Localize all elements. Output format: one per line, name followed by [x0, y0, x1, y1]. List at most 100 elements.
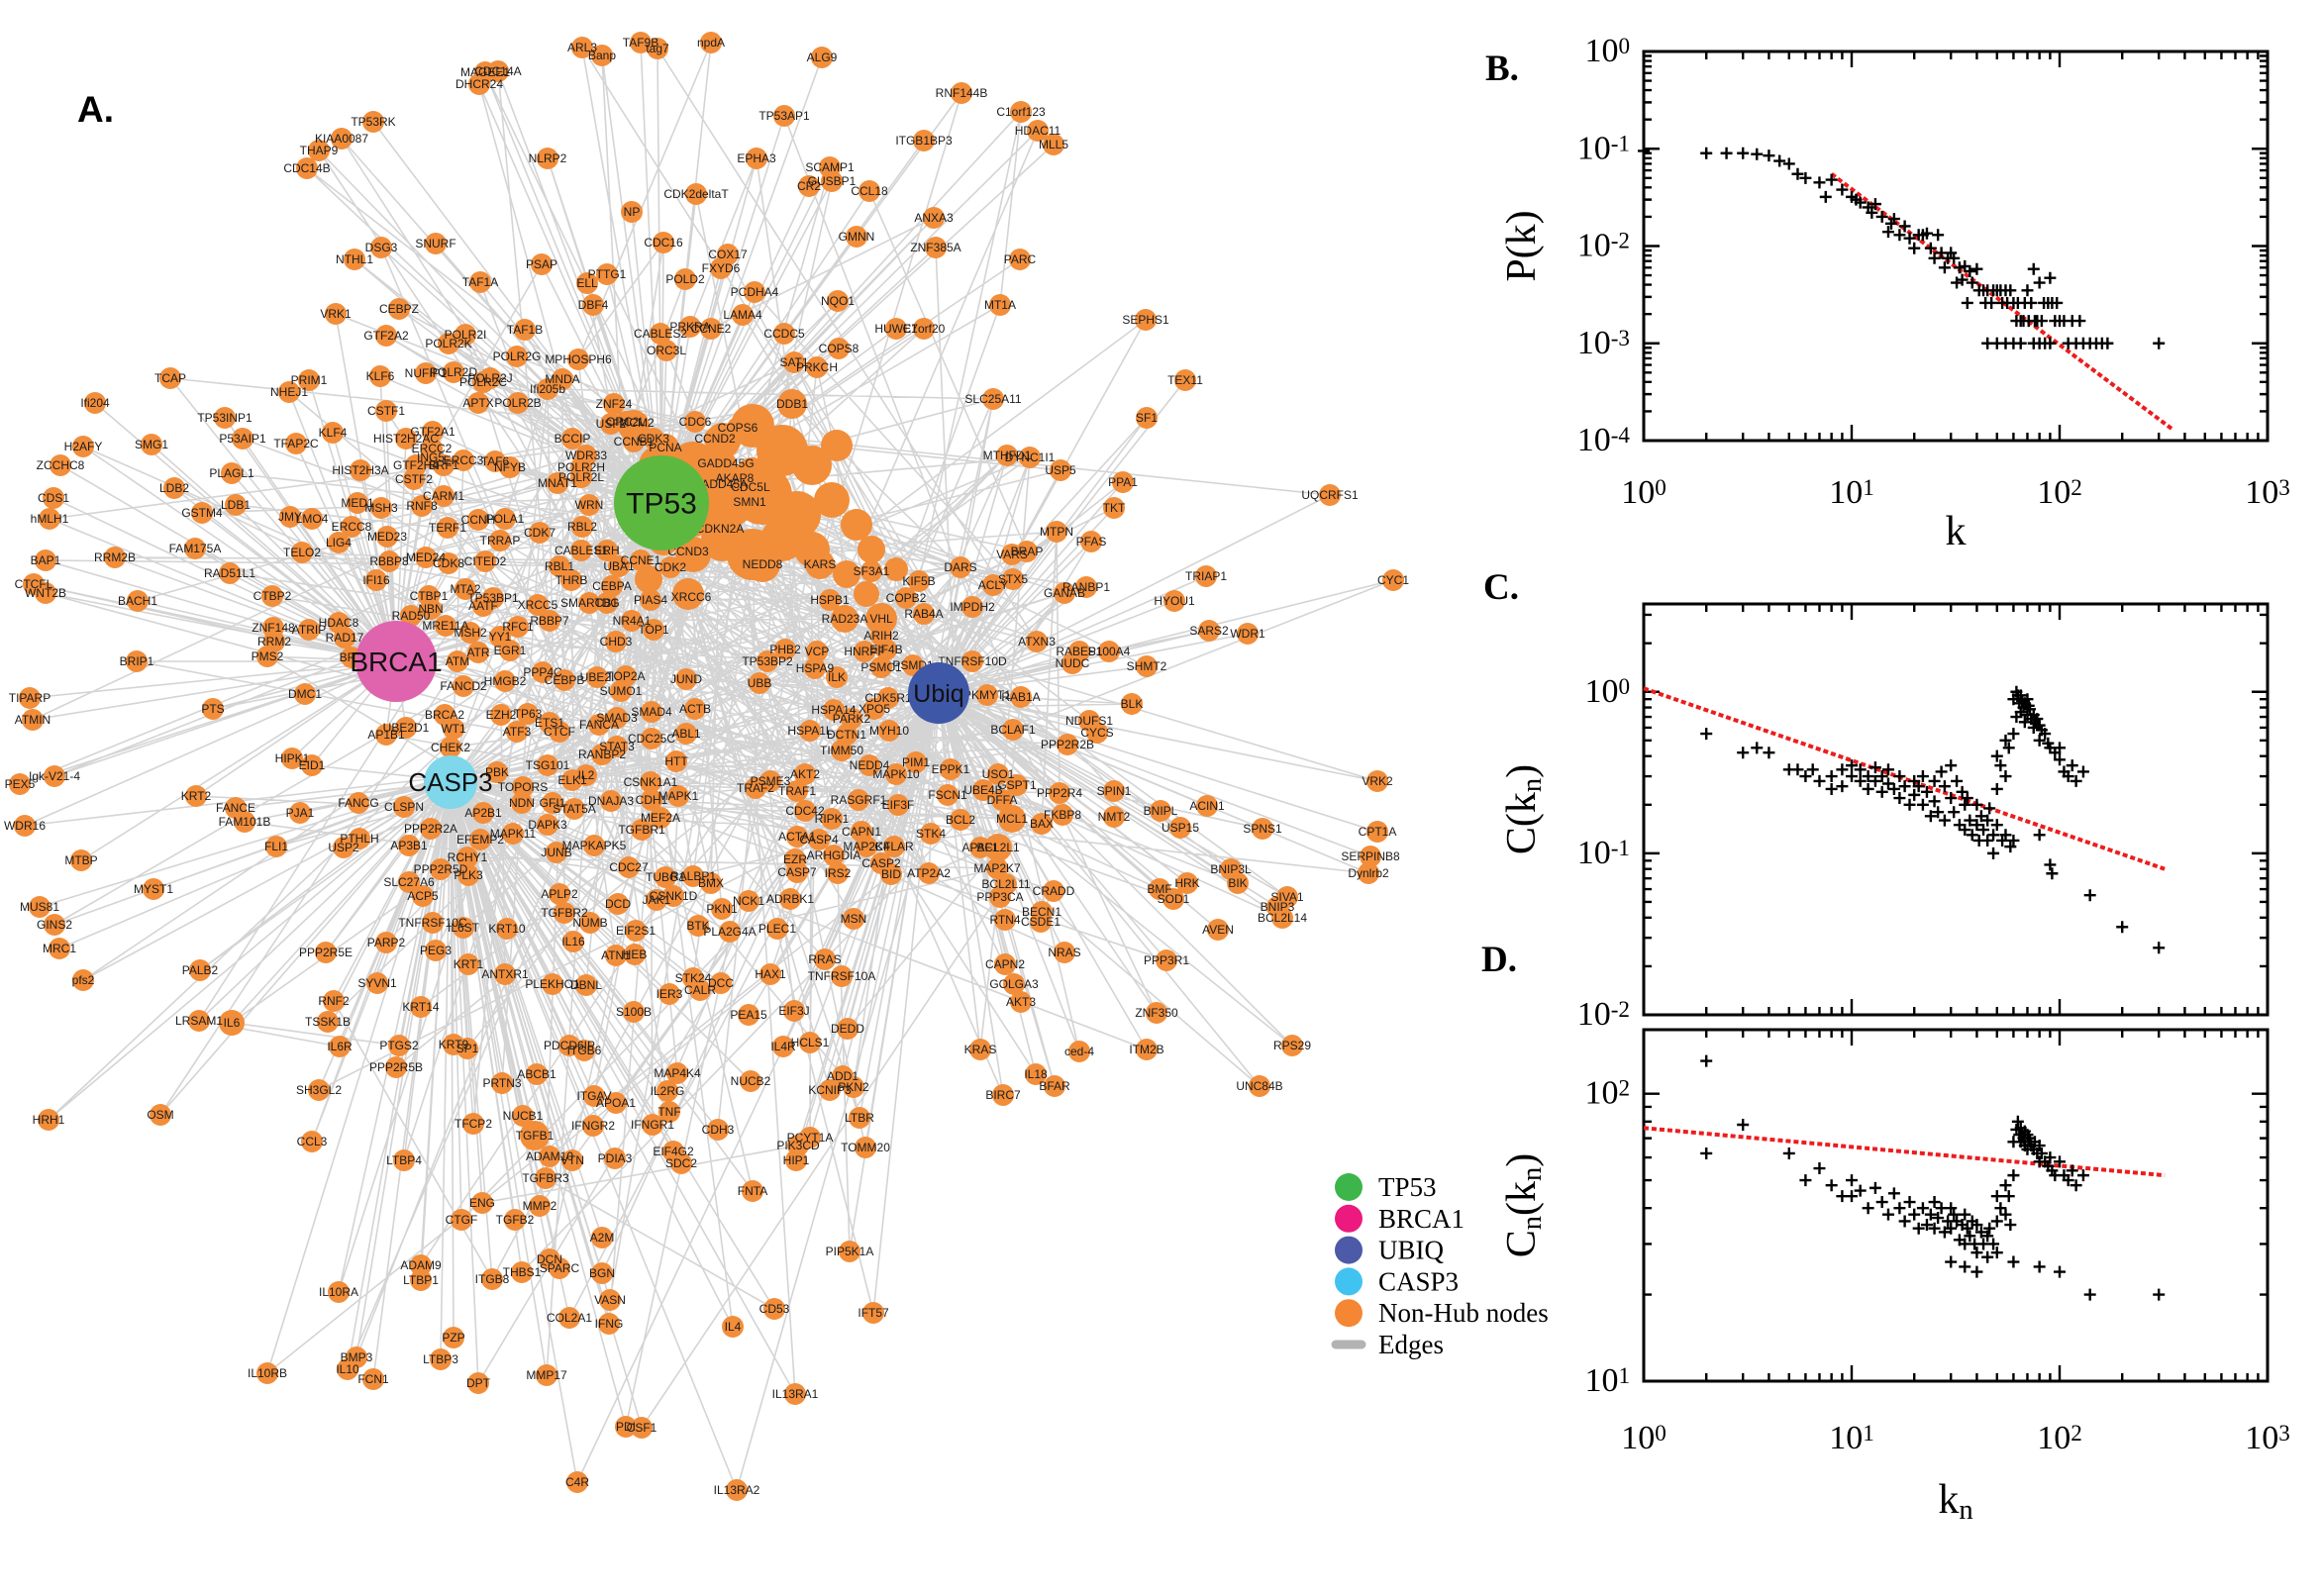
network-node[interactable] [685, 183, 707, 205]
network-node[interactable] [843, 908, 864, 930]
network-node[interactable] [104, 547, 126, 568]
network-node[interactable] [512, 776, 534, 798]
network-node[interactable] [457, 864, 479, 886]
network-node[interactable] [913, 130, 935, 151]
network-node[interactable] [341, 516, 362, 538]
network-node[interactable] [895, 587, 917, 609]
network-node[interactable] [490, 704, 512, 726]
network-node[interactable] [808, 829, 830, 850]
network-node[interactable] [467, 1372, 489, 1394]
network-node[interactable] [799, 720, 821, 742]
network-node[interactable] [453, 449, 474, 471]
network-node[interactable] [763, 1298, 785, 1320]
network-node[interactable] [865, 603, 897, 635]
network-node[interactable] [410, 996, 432, 1018]
network-node[interactable] [804, 657, 826, 679]
network-node[interactable] [486, 761, 508, 783]
network-node[interactable] [9, 773, 31, 795]
network-node[interactable] [38, 1109, 59, 1131]
network-node[interactable] [44, 765, 65, 787]
network-node[interactable] [535, 1167, 556, 1189]
network-node[interactable] [456, 1038, 478, 1059]
network-node[interactable] [659, 556, 681, 578]
network-node[interactable] [301, 1131, 323, 1152]
network-node[interactable] [278, 381, 300, 403]
network-node[interactable] [547, 472, 568, 494]
network-node[interactable] [512, 1105, 534, 1127]
network-node[interactable] [536, 1364, 557, 1386]
network-node[interactable] [700, 32, 722, 53]
network-node[interactable] [575, 764, 597, 786]
network-node[interactable] [821, 430, 853, 461]
network-node[interactable] [365, 569, 387, 591]
network-node[interactable] [996, 445, 1018, 466]
network-node[interactable] [860, 560, 882, 582]
network-node[interactable] [710, 972, 732, 994]
network-node[interactable] [511, 792, 533, 814]
network-node[interactable] [317, 1011, 339, 1033]
network-node[interactable] [571, 37, 593, 58]
network-node[interactable] [682, 865, 704, 887]
network-node[interactable] [641, 728, 662, 749]
network-node[interactable] [35, 549, 56, 571]
network-node[interactable] [667, 785, 689, 807]
network-node[interactable] [375, 400, 397, 422]
network-node[interactable] [596, 592, 618, 614]
network-node[interactable] [740, 1070, 761, 1092]
network-node[interactable] [425, 940, 447, 961]
network-node[interactable] [514, 319, 536, 341]
network-node[interactable] [1382, 569, 1404, 591]
network-node[interactable] [344, 249, 365, 270]
network-node[interactable] [675, 668, 697, 690]
network-node[interactable] [378, 550, 400, 572]
network-node[interactable] [542, 973, 563, 995]
network-node[interactable] [507, 392, 529, 414]
network-node[interactable] [537, 814, 558, 836]
network-node[interactable] [315, 942, 337, 963]
network-node[interactable] [333, 837, 354, 858]
network-node[interactable] [923, 207, 945, 229]
network-node[interactable] [1098, 641, 1120, 662]
network-node[interactable] [918, 862, 940, 884]
network-node[interactable] [821, 808, 843, 830]
network-node[interactable] [982, 388, 1004, 410]
network-node[interactable] [472, 595, 494, 617]
network-node[interactable] [591, 45, 613, 66]
network-node[interactable] [526, 1063, 548, 1085]
network-node[interactable] [443, 361, 464, 383]
network-node[interactable] [913, 603, 935, 625]
network-node[interactable] [641, 701, 662, 723]
network-node[interactable] [986, 857, 1008, 879]
network-node[interactable] [700, 318, 722, 340]
network-node[interactable] [415, 362, 437, 384]
network-node[interactable] [348, 792, 369, 814]
network-node[interactable] [798, 175, 820, 197]
network-node[interactable] [1010, 686, 1032, 708]
network-node[interactable] [588, 714, 610, 736]
network-node[interactable] [322, 422, 344, 444]
network-node[interactable] [1030, 911, 1052, 933]
network-node[interactable] [987, 763, 1009, 785]
network-node[interactable] [150, 1104, 171, 1126]
network-node[interactable] [39, 508, 60, 530]
network-node[interactable] [504, 1209, 526, 1231]
network-node[interactable] [143, 878, 164, 900]
network-node[interactable] [474, 550, 496, 572]
network-node[interactable] [786, 861, 808, 883]
network-node[interactable] [462, 1113, 484, 1135]
network-node[interactable] [349, 828, 370, 849]
network-node[interactable] [884, 557, 908, 581]
network-node[interactable] [582, 1115, 604, 1137]
network-node[interactable] [141, 434, 162, 455]
network-node[interactable] [542, 792, 563, 814]
network-node[interactable] [819, 589, 841, 611]
network-node[interactable] [265, 836, 287, 857]
network-node[interactable] [296, 157, 318, 179]
network-node[interactable] [849, 1107, 870, 1129]
network-node[interactable] [494, 670, 516, 692]
network-node[interactable] [635, 565, 662, 593]
network-node[interactable] [600, 790, 622, 812]
network-node[interactable] [784, 1383, 806, 1405]
network-node[interactable] [289, 802, 311, 824]
network-node[interactable] [1227, 872, 1249, 894]
